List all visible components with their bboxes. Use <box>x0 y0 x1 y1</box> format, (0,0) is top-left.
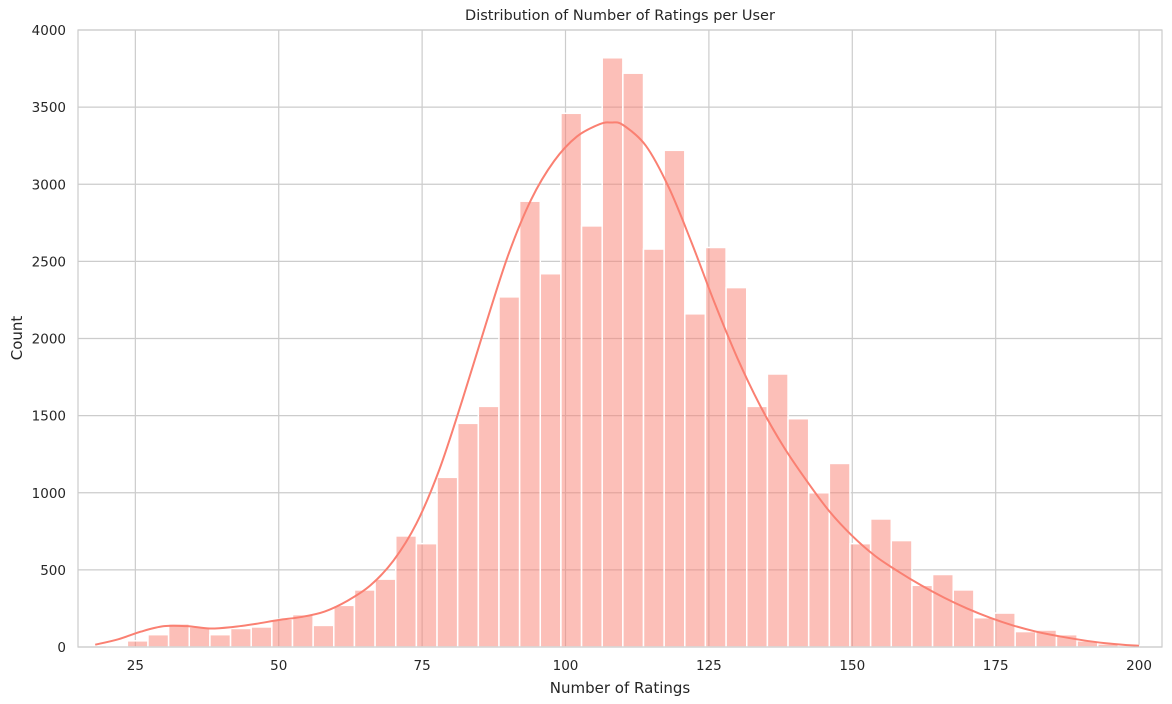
histogram-bar <box>663 149 686 648</box>
histogram-bar <box>869 518 893 648</box>
histogram-bar <box>560 112 583 648</box>
histogram-bar <box>456 422 480 648</box>
histogram-bar <box>477 405 500 648</box>
histogram-bar <box>126 640 149 648</box>
histogram-bar <box>622 72 645 648</box>
histogram-bar <box>209 633 232 648</box>
histogram-bar <box>353 589 376 648</box>
histogram-bar <box>415 542 438 648</box>
histogram-bar <box>684 313 707 648</box>
histogram-bar <box>601 57 624 648</box>
x-tick-label: 100 <box>553 658 579 674</box>
histogram-bar <box>518 200 542 648</box>
histogram-bar <box>828 462 851 648</box>
histogram-bar <box>188 626 211 648</box>
y-axis-title: Count <box>8 316 26 361</box>
histogram-bar <box>993 612 1016 648</box>
histogram-bar <box>849 542 872 648</box>
chart-title: Distribution of Number of Ratings per Us… <box>465 8 775 24</box>
histogram-bar <box>291 613 314 648</box>
histogram-bar <box>312 624 335 648</box>
histogram-bar <box>807 492 831 648</box>
y-tick-label: 2500 <box>32 254 66 270</box>
histogram-bar <box>746 405 769 648</box>
x-tick-label: 75 <box>414 658 431 674</box>
y-tick-label: 3000 <box>32 177 66 193</box>
histogram-bar <box>952 589 975 648</box>
histogram-bar <box>167 623 191 648</box>
x-axis-title: Number of Ratings <box>550 679 691 697</box>
x-tick-label: 150 <box>839 658 865 674</box>
y-tick-label: 1000 <box>32 486 66 502</box>
histogram-bar <box>539 272 562 648</box>
histogram-bar <box>271 618 294 648</box>
y-tick-label: 0 <box>57 640 66 656</box>
histogram-bar <box>911 584 934 648</box>
histogram-bar <box>787 417 810 648</box>
x-tick-label: 25 <box>127 658 144 674</box>
histogram-bar <box>229 627 252 648</box>
histogram-bar <box>333 604 356 648</box>
y-tick-label: 2000 <box>32 332 66 348</box>
x-tick-label: 50 <box>270 658 287 674</box>
x-tick-label: 125 <box>696 658 722 674</box>
x-tick-label: 200 <box>1126 658 1152 674</box>
histogram-bar <box>580 225 603 648</box>
histogram-bar <box>374 578 397 648</box>
x-tick-label: 175 <box>983 658 1009 674</box>
histogram-bar <box>642 248 665 648</box>
histogram-bar <box>436 476 459 648</box>
histogram-bar <box>147 633 170 648</box>
histogram-bar <box>931 573 954 648</box>
histogram-bar <box>973 616 996 648</box>
kde-curve <box>94 121 1140 647</box>
histogram-bar <box>766 373 789 648</box>
y-tick-label: 3500 <box>32 100 66 116</box>
histogram-bar <box>498 296 521 648</box>
histogram-bar <box>890 539 913 648</box>
y-tick-labels: 0 500 1000 1500 2000 2500 3000 3500 4000 <box>32 23 66 656</box>
y-tick-label: 500 <box>40 563 66 579</box>
y-tick-label: 4000 <box>32 23 66 39</box>
y-tick-label: 1500 <box>32 409 66 425</box>
histogram-bar <box>1014 630 1037 648</box>
plot-frame <box>77 29 1163 648</box>
histogram-bar <box>250 626 273 648</box>
x-tick-labels: 25 50 75 100 125 150 175 200 <box>127 658 1152 674</box>
